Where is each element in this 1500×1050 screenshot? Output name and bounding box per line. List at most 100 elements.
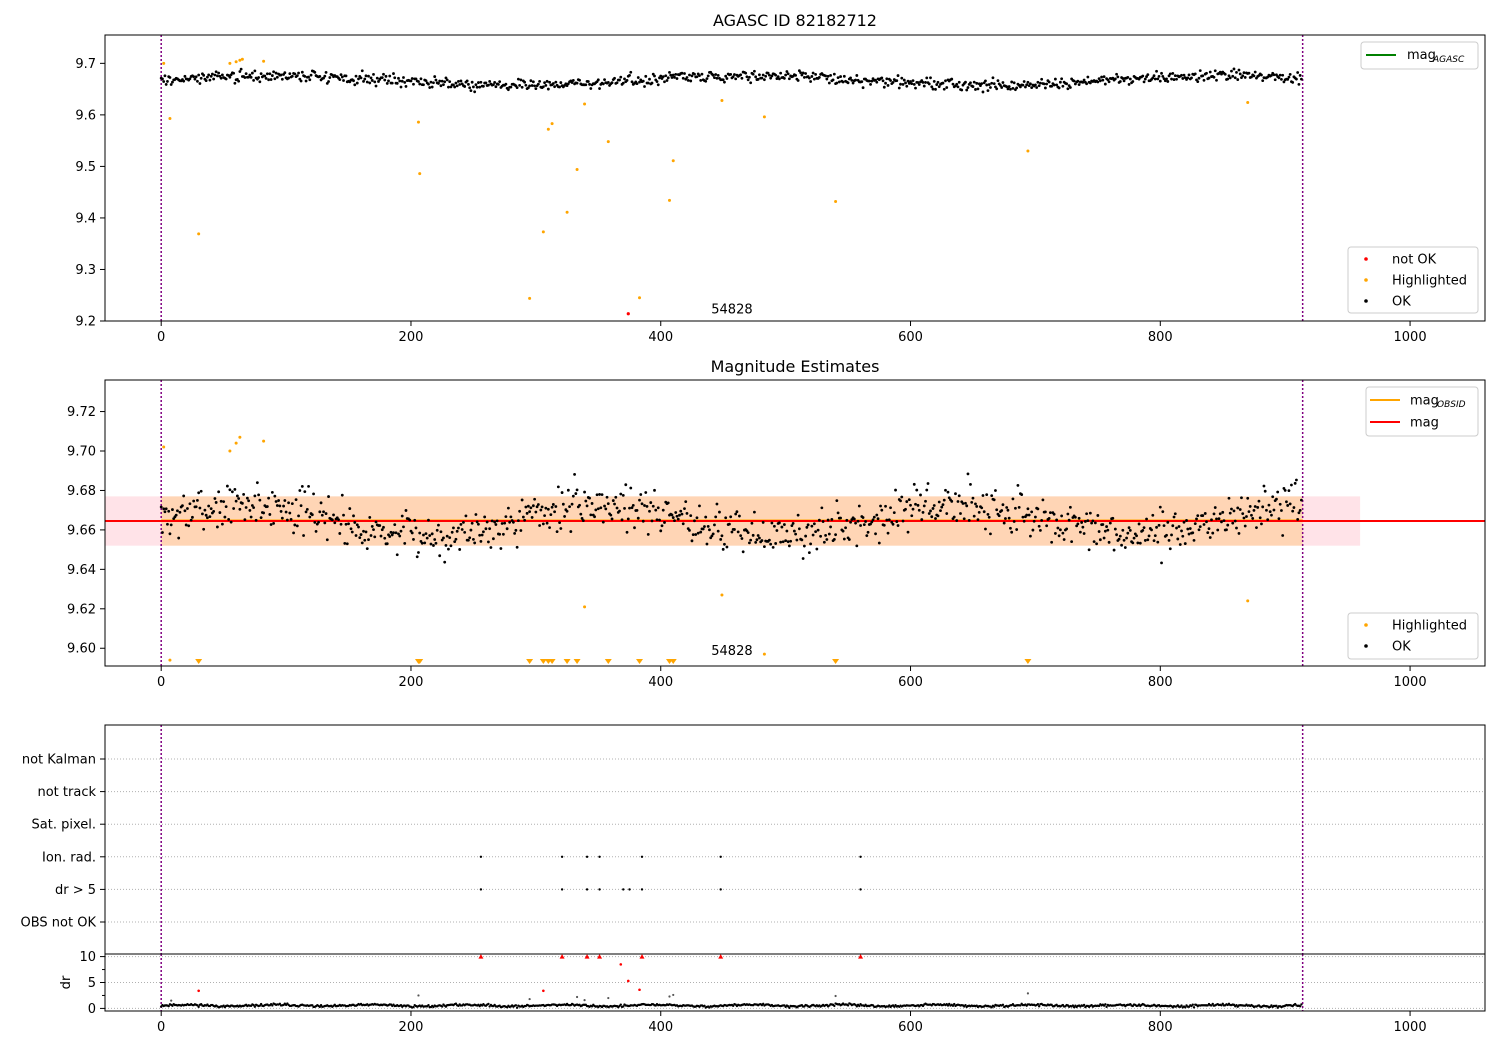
ok-point xyxy=(809,542,813,546)
ok-point xyxy=(688,73,691,77)
ok-point xyxy=(599,506,603,510)
ok-point xyxy=(964,80,967,84)
ok-point xyxy=(738,514,741,518)
y-tick-label: 9.62 xyxy=(67,602,96,617)
ok-point xyxy=(551,82,555,85)
ok-point xyxy=(595,493,599,497)
ok-point xyxy=(1247,71,1251,75)
ok-point xyxy=(1034,515,1037,519)
ok-point xyxy=(733,73,736,76)
ok-point xyxy=(1236,506,1240,510)
ok-point xyxy=(432,81,435,85)
x-tick-label: 0 xyxy=(157,1020,165,1035)
ok-point xyxy=(1208,536,1212,539)
ok-point xyxy=(267,496,271,500)
ok-point xyxy=(1237,68,1241,72)
ok-point xyxy=(1230,69,1233,73)
ok-point xyxy=(202,73,206,77)
ok-point xyxy=(533,497,537,501)
ok-point xyxy=(1055,83,1059,87)
dr-ok-point xyxy=(833,1004,836,1008)
ok-point xyxy=(1158,79,1162,83)
ok-point xyxy=(956,500,960,503)
ok-point xyxy=(678,513,681,517)
ok-point xyxy=(760,76,764,80)
ok-point xyxy=(1030,510,1034,514)
ok-point xyxy=(199,76,203,80)
ok-point xyxy=(664,74,668,78)
ok-point xyxy=(907,498,911,501)
out-of-range-marker xyxy=(604,659,612,664)
ok-point xyxy=(964,501,967,505)
ok-point xyxy=(1243,76,1247,79)
ok-point xyxy=(806,523,810,527)
ok-point xyxy=(506,506,510,510)
ok-point xyxy=(845,518,849,522)
ok-point xyxy=(463,530,467,534)
ok-point xyxy=(494,523,498,526)
ok-point xyxy=(161,77,164,81)
ok-point xyxy=(354,74,358,78)
ok-point xyxy=(468,86,472,90)
ok-point xyxy=(584,499,588,503)
ok-point xyxy=(548,526,551,530)
flag-point xyxy=(560,888,564,891)
ok-point xyxy=(196,499,199,502)
ok-point xyxy=(287,501,290,505)
ok-point xyxy=(574,492,578,495)
ok-point xyxy=(1253,70,1257,74)
dr-ok-point xyxy=(487,1002,490,1006)
ok-point xyxy=(201,512,204,516)
ok-point xyxy=(861,86,865,90)
ok-point xyxy=(1088,511,1092,515)
ok-point xyxy=(523,518,527,522)
ok-point xyxy=(775,529,779,532)
ok-point xyxy=(259,72,263,76)
ok-point xyxy=(832,537,836,541)
ok-point xyxy=(919,493,922,497)
ok-point xyxy=(656,83,660,87)
ok-point xyxy=(1276,490,1280,494)
ok-point xyxy=(184,523,188,527)
ok-point xyxy=(1077,516,1081,520)
ok-point xyxy=(475,85,479,89)
ok-point xyxy=(182,79,186,83)
ok-point xyxy=(264,77,268,80)
y-tick-label: 5 xyxy=(88,976,96,991)
ok-point xyxy=(442,536,445,540)
ok-point xyxy=(653,74,656,78)
ok-point xyxy=(857,504,861,508)
ok-point xyxy=(912,82,916,86)
ok-point xyxy=(681,522,685,526)
ok-point xyxy=(1097,77,1101,81)
flag-point xyxy=(628,888,631,891)
out-of-range-marker xyxy=(416,659,424,664)
flag-label: Sat. pixel. xyxy=(32,818,96,833)
ok-point xyxy=(244,506,248,509)
ok-point xyxy=(815,547,819,551)
ok-point xyxy=(754,75,758,79)
ok-point xyxy=(1086,519,1090,523)
ok-point xyxy=(631,503,635,507)
ok-point xyxy=(1009,87,1012,91)
ok-point xyxy=(397,76,400,80)
ok-point xyxy=(500,522,504,525)
ok-point xyxy=(835,499,839,502)
ok-point xyxy=(488,527,492,531)
ok-point xyxy=(669,73,673,77)
ok-point xyxy=(954,492,957,496)
dr-ok-point xyxy=(1105,1005,1108,1009)
ok-point xyxy=(308,515,312,519)
ok-point xyxy=(477,81,480,84)
ok-point xyxy=(357,525,360,529)
ok-point xyxy=(1242,71,1246,75)
ok-point xyxy=(378,524,382,527)
ok-point xyxy=(1185,519,1188,522)
ok-point xyxy=(469,528,473,532)
ok-point xyxy=(615,506,619,510)
ok-point xyxy=(1065,82,1069,86)
ok-point xyxy=(188,502,192,506)
ok-point xyxy=(962,517,966,521)
ok-point xyxy=(218,511,222,514)
ok-point xyxy=(1227,496,1231,500)
